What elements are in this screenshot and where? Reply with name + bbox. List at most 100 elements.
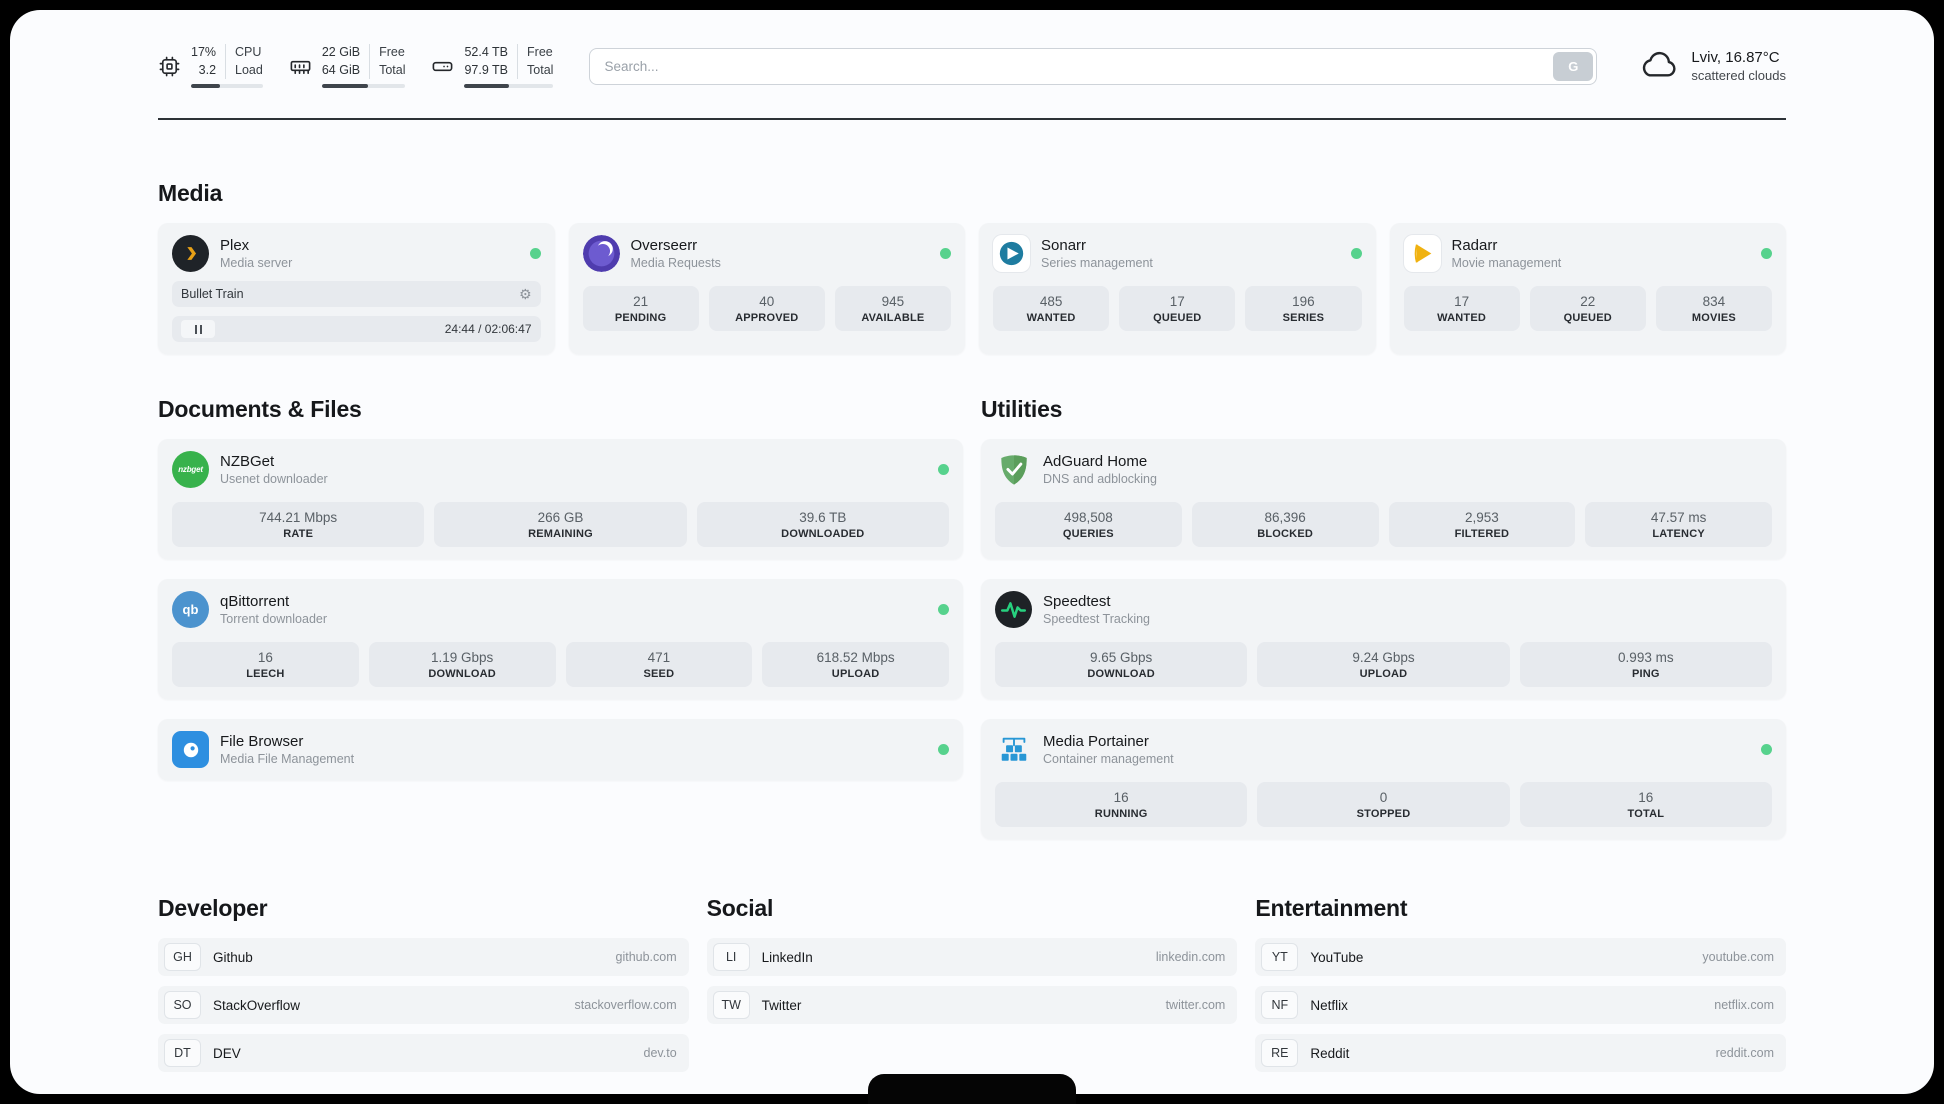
- filebrowser-icon: [172, 731, 209, 768]
- stat-box: 471 SEED: [565, 642, 753, 687]
- disk-free-value: 52.4 TB: [464, 45, 509, 59]
- adguard-card[interactable]: AdGuard Home DNS and adblocking 498,508 …: [981, 439, 1786, 559]
- stat-value: 9.65 Gbps: [1090, 650, 1153, 665]
- stat-value: 945: [881, 294, 905, 309]
- stat-box: 16 RUNNING: [995, 782, 1248, 827]
- bookmark-name: StackOverflow: [213, 997, 301, 1013]
- sonarr-card[interactable]: Sonarr Series management 485 WANTED 17 Q…: [979, 223, 1376, 354]
- stat-box: 0 STOPPED: [1257, 782, 1510, 827]
- section-title-documents: Documents & Files: [158, 396, 362, 422]
- app-subtitle: Movie management: [1451, 256, 1562, 270]
- app-subtitle: Usenet downloader: [220, 472, 328, 486]
- portainer-card[interactable]: Media Portainer Container management 16 …: [981, 719, 1786, 839]
- stat-box: 16 LEECH: [172, 642, 359, 687]
- playback-time: 24:44 / 02:06:47: [444, 322, 532, 336]
- app-subtitle: Media server: [220, 256, 293, 270]
- documents-section: Documents & Files nzbget NZBGet Usenet d…: [158, 396, 963, 839]
- app-name: Speedtest: [1043, 593, 1111, 610]
- app-name: Plex: [220, 237, 250, 254]
- stat-label: LATENCY: [1652, 528, 1705, 540]
- section-title-utilities: Utilities: [981, 396, 1063, 422]
- stat-label: DOWNLOAD: [1087, 668, 1155, 680]
- status-dot: [938, 464, 949, 475]
- sonarr-icon: [993, 235, 1030, 272]
- stat-label: UPLOAD: [1359, 668, 1408, 680]
- bookmark-netflix[interactable]: NF Netflix netflix.com: [1255, 986, 1786, 1024]
- stat-label: DOWNLOADED: [781, 528, 865, 540]
- stat-label: APPROVED: [735, 312, 799, 324]
- stat-label: WANTED: [1437, 312, 1487, 324]
- bookmark-youtube[interactable]: YT YouTube youtube.com: [1255, 938, 1786, 976]
- plex-card[interactable]: Plex Media server Bullet Train ⚙ 24:44 /…: [158, 223, 555, 354]
- now-playing-row: Bullet Train ⚙: [172, 281, 541, 307]
- stat-box: 86,396 BLOCKED: [1191, 502, 1379, 547]
- stat-value: 17: [1454, 294, 1470, 309]
- section-title-social: Social: [706, 895, 774, 921]
- stat-label: FILTERED: [1454, 528, 1510, 540]
- top-bar: 17% 3.2 CPU Load: [158, 44, 1786, 88]
- bookmark-name: Netflix: [1310, 997, 1348, 1013]
- stat-box: 17 WANTED: [1403, 286, 1520, 331]
- stat-value: 39.6 TB: [799, 510, 847, 525]
- bookmark-name: LinkedIn: [761, 949, 813, 965]
- status-dot: [1761, 744, 1772, 755]
- bookmark-domain: stackoverflow.com: [574, 998, 677, 1012]
- bookmark-twitter[interactable]: TW Twitter twitter.com: [706, 986, 1238, 1024]
- stat-box: 618.52 Mbps UPLOAD: [762, 642, 949, 687]
- stat-label: STOPPED: [1356, 808, 1411, 820]
- bookmark-stackoverflow[interactable]: SO StackOverflow stackoverflow.com: [158, 986, 689, 1024]
- app-name: NZBGet: [220, 453, 275, 470]
- bookmark-domain: youtube.com: [1702, 950, 1774, 964]
- bookmark-badge: YT: [1261, 943, 1299, 971]
- filebrowser-card[interactable]: File Browser Media File Management: [158, 719, 963, 780]
- gear-icon[interactable]: ⚙: [518, 286, 532, 302]
- stat-box: 196 SERIES: [1245, 286, 1362, 331]
- header-divider: [158, 118, 1786, 120]
- cpu-load-label: Load: [235, 62, 263, 77]
- app-subtitle: DNS and adblocking: [1043, 472, 1157, 486]
- bookmark-linkedin[interactable]: LI LinkedIn linkedin.com: [706, 938, 1238, 976]
- entertainment-section: Entertainment YT YouTube youtube.com NF …: [1255, 895, 1786, 1082]
- stat-value: 618.52 Mbps: [816, 650, 895, 665]
- bookmark-name: Reddit: [1310, 1045, 1350, 1061]
- app-subtitle: Speedtest Tracking: [1043, 612, 1151, 626]
- search-input[interactable]: [589, 47, 1598, 85]
- ram-total-value: 64 GiB: [321, 62, 361, 77]
- search-engine-button[interactable]: G: [1553, 51, 1594, 81]
- stat-value: 9.24 Gbps: [1352, 650, 1415, 665]
- qbittorrent-icon: qb: [172, 591, 209, 628]
- stat-box: 9.65 Gbps DOWNLOAD: [995, 642, 1248, 687]
- stat-value: 16: [1113, 790, 1129, 805]
- disk-progress-fill: [464, 84, 509, 88]
- app-name: qBittorrent: [220, 593, 290, 610]
- bookmark-dev[interactable]: DT DEV dev.to: [158, 1034, 689, 1072]
- status-dot: [1350, 248, 1362, 259]
- bookmark-badge: NF: [1261, 991, 1299, 1019]
- cpu-usage-value: 17%: [191, 45, 217, 59]
- app-subtitle: Media Requests: [630, 256, 721, 270]
- stat-box: 22 QUEUED: [1529, 286, 1646, 331]
- app-subtitle: Torrent downloader: [220, 612, 328, 626]
- ram-progress-bar: [321, 84, 406, 88]
- bookmark-badge: TW: [712, 991, 750, 1019]
- weather-condition: scattered clouds: [1691, 68, 1786, 83]
- ram-icon: [289, 55, 312, 78]
- status-dot: [938, 604, 949, 615]
- overseerr-card[interactable]: Overseerr Media Requests 21 PENDING 40 A…: [568, 223, 965, 354]
- stat-value: 17: [1169, 294, 1185, 309]
- stat-value: 16: [257, 650, 273, 665]
- bookmark-badge: GH: [164, 943, 201, 971]
- qbittorrent-card[interactable]: qb qBittorrent Torrent downloader 16: [158, 579, 963, 699]
- nzbget-card[interactable]: nzbget NZBGet Usenet downloader 744.21 M…: [158, 439, 963, 559]
- stat-label: QUEUED: [1563, 312, 1612, 324]
- disk-monitor: 52.4 TB 97.9 TB Free Total: [431, 44, 554, 88]
- radarr-card[interactable]: Radarr Movie management 17 WANTED 22 QUE…: [1389, 223, 1786, 354]
- stat-label: LEECH: [246, 668, 285, 680]
- pause-button[interactable]: [181, 320, 215, 338]
- stat-box: 2,953 FILTERED: [1388, 502, 1576, 547]
- stat-box: 266 GB REMAINING: [434, 502, 687, 547]
- speedtest-card[interactable]: Speedtest Speedtest Tracking 9.65 Gbps D…: [981, 579, 1786, 699]
- bookmark-github[interactable]: GH Github github.com: [158, 938, 689, 976]
- stat-value: 40: [759, 294, 775, 309]
- bookmark-reddit[interactable]: RE Reddit reddit.com: [1255, 1034, 1786, 1072]
